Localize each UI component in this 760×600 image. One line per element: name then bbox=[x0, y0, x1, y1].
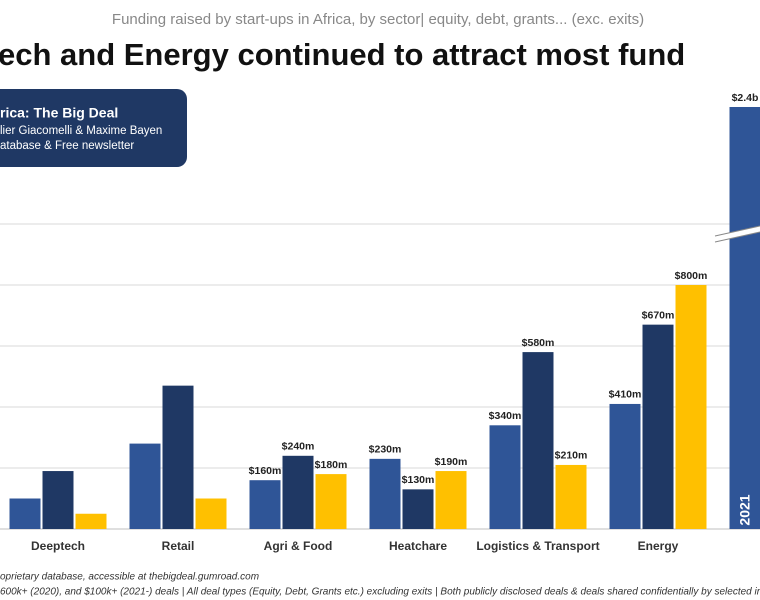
value-label: $240m bbox=[282, 441, 315, 453]
value-label: $670m bbox=[642, 309, 675, 321]
bar bbox=[435, 471, 467, 529]
value-label: $190m bbox=[435, 456, 468, 468]
axis-break bbox=[715, 226, 760, 242]
x-tick-label: Deeptech bbox=[31, 539, 85, 553]
value-label: $210m bbox=[555, 450, 588, 462]
chart-title: ech and Energy continued to attract most… bbox=[0, 37, 685, 72]
value-label: $800m bbox=[675, 270, 708, 282]
bar bbox=[489, 425, 521, 529]
bar bbox=[42, 471, 74, 529]
value-label: $130m bbox=[402, 474, 435, 486]
x-tick-label: Heatchare bbox=[389, 539, 447, 553]
bar bbox=[522, 352, 554, 529]
bar bbox=[675, 285, 707, 529]
value-label: $180m bbox=[315, 459, 348, 471]
x-tick-label: Agri & Food bbox=[264, 539, 333, 553]
value-label: $410m bbox=[609, 389, 642, 401]
box-line: lier Giacomelli & Maxime Bayen bbox=[0, 125, 162, 137]
x-tick-label: Retail bbox=[162, 539, 195, 553]
bar bbox=[249, 480, 281, 529]
bar bbox=[609, 403, 641, 529]
info-box bbox=[0, 89, 187, 167]
value-label: $230m bbox=[369, 444, 402, 456]
value-label: $580m bbox=[522, 337, 555, 349]
annotation: 2021 bbox=[737, 494, 753, 525]
bar bbox=[9, 498, 41, 529]
footnote: oprietary database, accessible at thebig… bbox=[0, 572, 259, 583]
bar bbox=[642, 324, 674, 529]
value-label: $340m bbox=[489, 410, 522, 422]
box-line: atabase & Free newsletter bbox=[0, 140, 134, 152]
footnote: 600k+ (2020), and $100k+ (2021-) deals |… bbox=[0, 587, 760, 598]
bar bbox=[75, 513, 107, 529]
value-label: $2.4b bbox=[732, 92, 759, 104]
bar bbox=[282, 455, 314, 529]
bar bbox=[195, 498, 227, 529]
bar bbox=[162, 385, 194, 529]
chart-subtitle: Funding raised by start-ups in Africa, b… bbox=[112, 11, 644, 28]
bar bbox=[315, 474, 347, 529]
value-label: $160m bbox=[249, 465, 282, 477]
x-tick-label: Energy bbox=[638, 539, 679, 553]
x-tick-label: Logistics & Transport bbox=[476, 539, 599, 553]
bar bbox=[129, 443, 161, 529]
bar bbox=[369, 458, 401, 529]
box-title: rica: The Big Deal bbox=[0, 105, 118, 121]
axis-break-edge bbox=[714, 225, 760, 243]
bar bbox=[555, 464, 587, 529]
bar bbox=[402, 489, 434, 529]
bar bbox=[729, 107, 760, 529]
